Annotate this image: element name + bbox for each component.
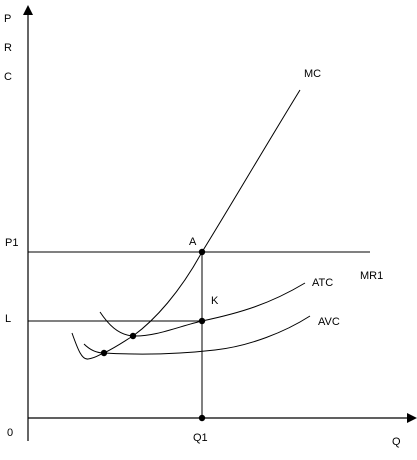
l-label: L <box>5 313 11 325</box>
point-k-label: K <box>211 295 219 307</box>
q1-point <box>198 414 206 422</box>
y-axis-label-line-3: C <box>4 71 12 83</box>
atc-curve <box>99 282 306 337</box>
q1-label: Q1 <box>193 432 208 444</box>
avc-minimum-point <box>100 349 108 357</box>
p1-label: P1 <box>5 237 18 249</box>
point-a <box>198 248 206 256</box>
avc-curve <box>83 315 311 355</box>
origin-label: 0 <box>7 427 13 439</box>
mc-curve <box>71 89 301 360</box>
mc-label: MC <box>304 68 321 80</box>
atc-label: ATC <box>312 277 333 289</box>
y-axis-label-line-2: R <box>4 42 12 54</box>
atc-minimum-point <box>129 332 137 340</box>
mr1-label: MR1 <box>360 270 383 282</box>
avc-label: AVC <box>318 316 340 328</box>
point-a-label: A <box>189 236 197 248</box>
x-axis-label: Q <box>392 436 401 448</box>
point-k <box>198 317 206 325</box>
y-axis-label-line-1: P <box>4 13 11 25</box>
